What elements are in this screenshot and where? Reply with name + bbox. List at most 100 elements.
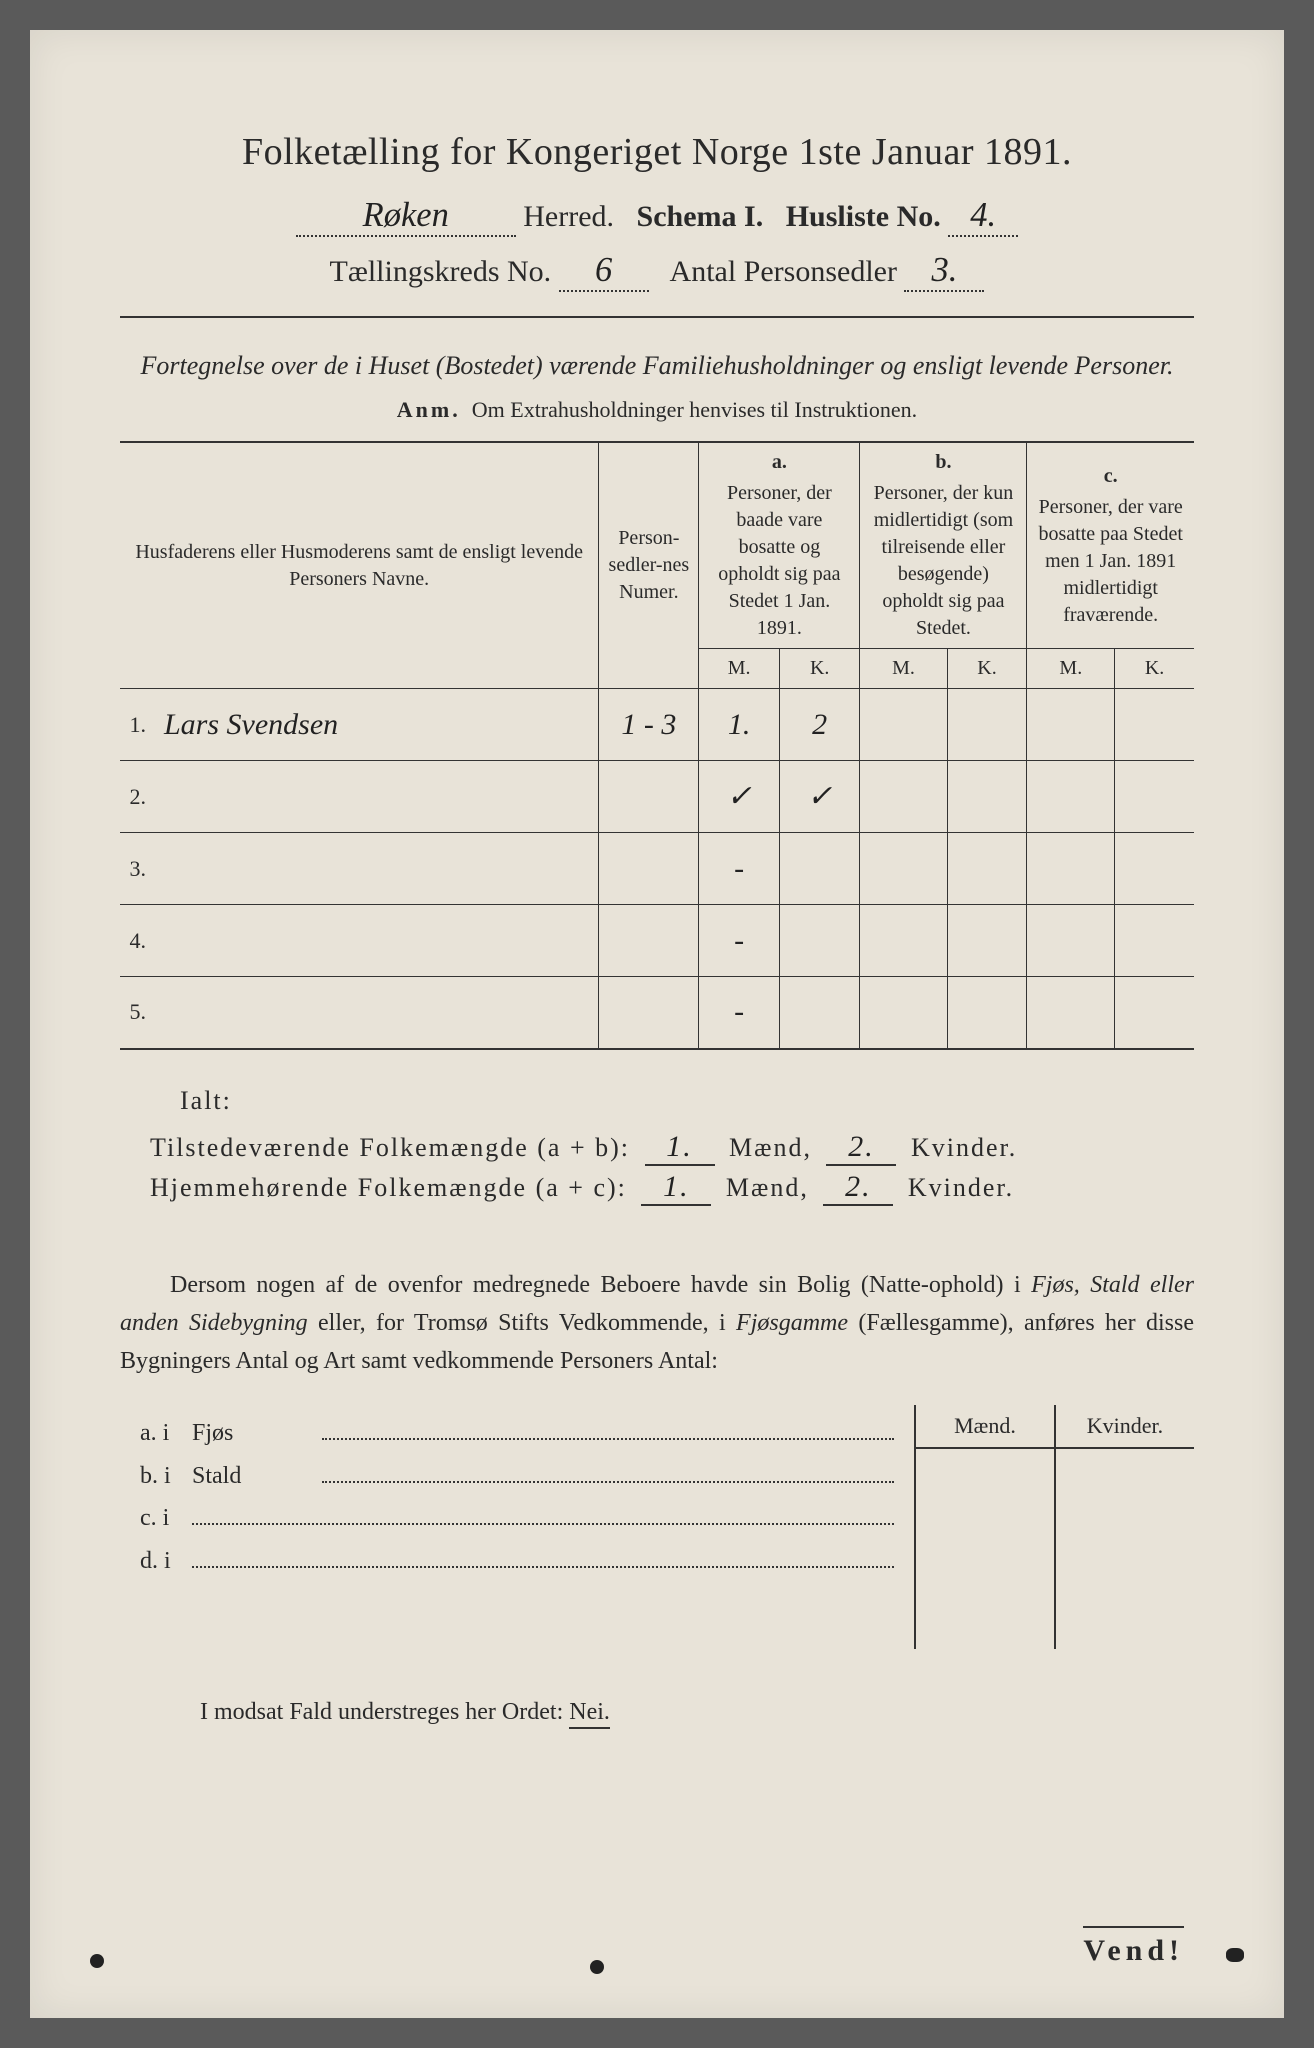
opt-b-lbl: b. i xyxy=(140,1463,192,1490)
col-num: Person-sedler-nes Numer. xyxy=(599,442,699,689)
col-b-m: M. xyxy=(860,649,947,689)
row-bk xyxy=(947,905,1027,977)
row-num: 2. xyxy=(120,761,156,833)
col-a: a. Personer, der baade vare bosatte og o… xyxy=(699,442,860,649)
col-name-text: Husfaderens eller Husmoderens samt de en… xyxy=(135,541,583,590)
subtitle: Fortegnelse over de i Huset (Bostedet) v… xyxy=(120,346,1194,385)
row-bm xyxy=(860,905,947,977)
row-am: ✓ xyxy=(699,761,780,833)
col-c: c. Personer, der vare bosatte paa Stedet… xyxy=(1027,442,1194,649)
col-b-text: Personer, der kun midlertidigt (som tilr… xyxy=(874,482,1014,639)
header-line-2: Røken Herred. Schema I. Husliste No. 4. xyxy=(120,196,1194,237)
side-building-block: a. i Fjøs b. i Stald c. i d. i xyxy=(120,1405,1194,1649)
opt-a-word: Fjøs xyxy=(192,1420,322,1447)
col-c-m: M. xyxy=(1027,649,1115,689)
col-a-m: M. xyxy=(699,649,780,689)
row-num: 4. xyxy=(120,905,156,977)
opt-b-word: Stald xyxy=(192,1463,322,1490)
row-name xyxy=(156,905,599,977)
row-num: 1. xyxy=(120,689,156,761)
husliste-no: 4. xyxy=(948,196,1018,237)
table-row: 3. - xyxy=(120,833,1194,905)
kvinder-1: Kvinder. xyxy=(911,1133,1017,1162)
row-name: Lars Svendsen xyxy=(156,689,599,761)
anm-line: Anm. Om Extrahusholdninger henvises til … xyxy=(120,397,1194,423)
row-ak xyxy=(779,833,860,905)
side-body-k xyxy=(1056,1449,1194,1649)
ink-dot xyxy=(1226,1948,1244,1962)
col-b: b. Personer, der kun midlertidigt (som t… xyxy=(860,442,1027,649)
opt-a-lbl: a. i xyxy=(140,1420,192,1447)
sum1-m: 1. xyxy=(645,1130,715,1166)
dots xyxy=(192,1504,894,1526)
col-a-letter: a. xyxy=(707,449,851,476)
nei-line: I modsat Fald understreges her Ordet: Ne… xyxy=(120,1699,1194,1726)
anm-label: Anm. xyxy=(397,397,461,422)
row-bk xyxy=(947,977,1027,1049)
row-psnum xyxy=(599,905,699,977)
divider xyxy=(120,316,1194,318)
side-building-para: Dersom nogen af de ovenfor medregnede Be… xyxy=(120,1266,1194,1381)
row-ak: 2 xyxy=(779,689,860,761)
sum1-label: Tilstedeværende Folkemængde (a + b): xyxy=(150,1133,630,1162)
row-num: 3. xyxy=(120,833,156,905)
row-cm xyxy=(1027,833,1115,905)
col-b-letter: b. xyxy=(868,449,1018,476)
row-cm xyxy=(1027,977,1115,1049)
row-am: 1. xyxy=(699,689,780,761)
dots xyxy=(322,1419,894,1441)
row-psnum xyxy=(599,761,699,833)
row-name xyxy=(156,761,599,833)
maend-1: Mænd, xyxy=(729,1133,812,1162)
row-num: 5. xyxy=(120,977,156,1049)
side-head-k: Kvinder. xyxy=(1056,1405,1194,1447)
row-ck xyxy=(1115,761,1194,833)
antal-ps-label: Antal Personsedler xyxy=(670,255,897,288)
row-ak xyxy=(779,905,860,977)
summary-resident: Hjemmehørende Folkemængde (a + c): 1. Mæ… xyxy=(150,1170,1194,1206)
row-bm xyxy=(860,689,947,761)
row-ak: ✓ xyxy=(779,761,860,833)
nei-word: Nei. xyxy=(569,1699,610,1729)
row-bm xyxy=(860,833,947,905)
anm-text: Om Extrahusholdninger henvises til Instr… xyxy=(472,397,917,422)
row-psnum xyxy=(599,977,699,1049)
col-c-k: K. xyxy=(1115,649,1194,689)
maend-2: Mænd, xyxy=(726,1173,809,1202)
row-ck xyxy=(1115,833,1194,905)
col-c-text: Personer, der vare bosatte paa Stedet me… xyxy=(1039,496,1183,626)
dots xyxy=(192,1546,894,1568)
opt-b: b. i Stald xyxy=(140,1461,914,1490)
row-ak xyxy=(779,977,860,1049)
side-mk-head: Mænd. Kvinder. xyxy=(916,1405,1194,1449)
sum2-label: Hjemmehørende Folkemængde (a + c): xyxy=(150,1173,627,1202)
col-c-letter: c. xyxy=(1035,463,1186,490)
row-am: - xyxy=(699,833,780,905)
col-a-text: Personer, der baade vare bosatte og opho… xyxy=(718,482,840,639)
schema-label: Schema I. xyxy=(637,200,764,233)
row-ck xyxy=(1115,977,1194,1049)
row-bm xyxy=(860,761,947,833)
table-row: 5. - xyxy=(120,977,1194,1049)
herred-value: Røken xyxy=(296,196,516,237)
row-cm xyxy=(1027,689,1115,761)
col-b-k: K. xyxy=(947,649,1027,689)
row-am: - xyxy=(699,905,780,977)
opt-c-lbl: c. i xyxy=(140,1505,192,1532)
row-psnum: 1 - 3 xyxy=(599,689,699,761)
row-bm xyxy=(860,977,947,1049)
row-am: - xyxy=(699,977,780,1049)
husliste-label: Husliste No. xyxy=(786,200,941,233)
table-row: 2. ✓✓ xyxy=(120,761,1194,833)
opt-d: d. i xyxy=(140,1546,914,1575)
table-row: 1.Lars Svendsen1 - 31.2 xyxy=(120,689,1194,761)
kvinder-2: Kvinder. xyxy=(908,1173,1014,1202)
row-bk xyxy=(947,833,1027,905)
table-row: 4. - xyxy=(120,905,1194,977)
col-name: Husfaderens eller Husmoderens samt de en… xyxy=(120,442,599,689)
summary-present: Tilstedeværende Folkemængde (a + b): 1. … xyxy=(150,1130,1194,1166)
opt-a: a. i Fjøs xyxy=(140,1419,914,1448)
row-psnum xyxy=(599,833,699,905)
ink-dot xyxy=(590,1960,604,1974)
row-name xyxy=(156,833,599,905)
